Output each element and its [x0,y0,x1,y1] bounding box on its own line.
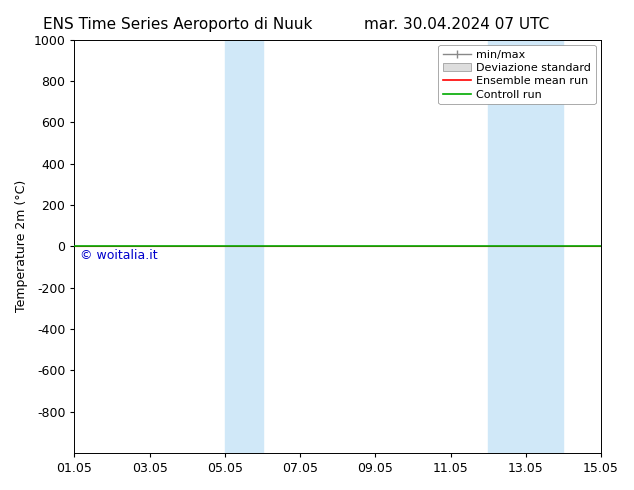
Text: mar. 30.04.2024 07 UTC: mar. 30.04.2024 07 UTC [364,17,549,32]
Y-axis label: Temperature 2m (°C): Temperature 2m (°C) [15,180,28,313]
Legend: min/max, Deviazione standard, Ensemble mean run, Controll run: min/max, Deviazione standard, Ensemble m… [438,45,595,104]
Bar [225,40,262,453]
Text: ENS Time Series Aeroporto di Nuuk: ENS Time Series Aeroporto di Nuuk [43,17,312,32]
Text: © woitalia.it: © woitalia.it [80,249,157,262]
Bar [488,40,564,453]
